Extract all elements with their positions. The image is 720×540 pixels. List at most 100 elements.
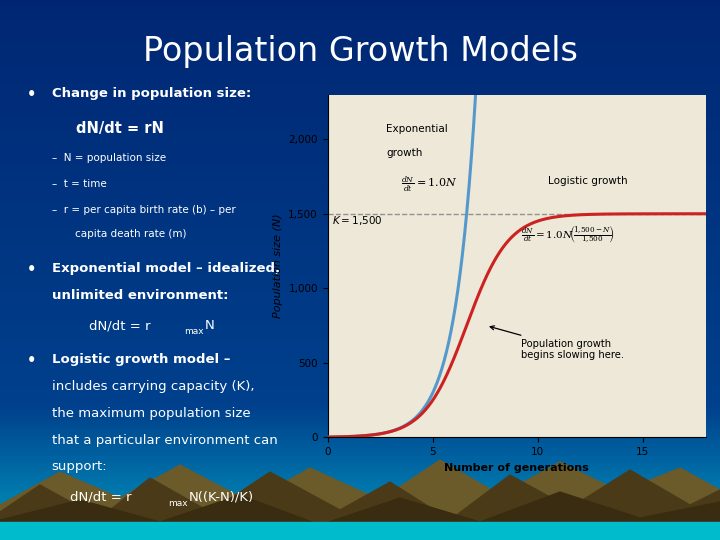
Bar: [0, 362, 720, 364]
Bar: [0, 211, 720, 213]
Text: •: •: [27, 262, 36, 276]
Bar: [0, 8, 720, 11]
Bar: [0, 200, 720, 202]
Bar: [0, 327, 720, 329]
Bar: [0, 354, 720, 356]
Bar: [0, 464, 720, 467]
Bar: [0, 500, 720, 502]
Bar: [0, 140, 720, 143]
Bar: [0, 224, 720, 227]
Bar: [0, 11, 720, 14]
Bar: [0, 446, 720, 448]
Text: unlimited environment:: unlimited environment:: [52, 289, 228, 302]
Bar: [0, 130, 720, 132]
Bar: [0, 378, 720, 381]
Bar: [0, 178, 720, 181]
Bar: [0, 116, 720, 119]
Bar: [0, 456, 720, 459]
Bar: [0, 524, 720, 526]
Bar: [0, 5, 720, 8]
Bar: [0, 127, 720, 130]
Bar: [0, 281, 720, 284]
Bar: [0, 40, 720, 43]
Bar: [0, 138, 720, 140]
Bar: [0, 254, 720, 256]
Bar: [0, 421, 720, 424]
Text: •: •: [27, 353, 36, 368]
Text: Change in population size:: Change in population size:: [52, 86, 251, 99]
Bar: [0, 529, 720, 532]
Bar: [0, 451, 720, 454]
Bar: [0, 475, 720, 478]
Bar: [0, 459, 720, 462]
Bar: [0, 310, 720, 313]
Bar: [0, 522, 720, 540]
Bar: [0, 213, 720, 216]
Bar: [0, 408, 720, 410]
Bar: [0, 59, 720, 62]
Bar: [0, 202, 720, 205]
Bar: [0, 30, 720, 32]
Bar: [0, 338, 720, 340]
Bar: [0, 443, 720, 445]
Text: $\frac{dN}{dt} = 1.0N\!\left(\!\frac{1{,}500 - N}{1{,}500}\!\right)$: $\frac{dN}{dt} = 1.0N\!\left(\!\frac{1{,…: [521, 224, 615, 245]
Bar: [0, 437, 720, 440]
Text: N((K-N)/K): N((K-N)/K): [189, 490, 253, 503]
Bar: [0, 14, 720, 16]
Bar: [0, 62, 720, 65]
Bar: [0, 329, 720, 332]
Bar: [0, 165, 720, 167]
Bar: [0, 32, 720, 35]
Text: dN/dt = r: dN/dt = r: [70, 490, 132, 503]
Bar: [0, 454, 720, 456]
Bar: [0, 167, 720, 170]
Text: capita death rate (m): capita death rate (m): [75, 230, 186, 239]
Bar: [0, 491, 720, 494]
Bar: [0, 394, 720, 397]
Bar: [0, 516, 720, 518]
Bar: [0, 265, 720, 267]
Bar: [0, 440, 720, 443]
Text: the maximum population size: the maximum population size: [52, 407, 250, 420]
Y-axis label: Population size (N): Population size (N): [273, 214, 283, 318]
Bar: [0, 335, 720, 338]
Polygon shape: [0, 470, 720, 540]
Bar: [0, 256, 720, 259]
Bar: [0, 38, 720, 40]
Bar: [0, 284, 720, 286]
Bar: [0, 259, 720, 262]
Bar: [0, 219, 720, 221]
Bar: [0, 248, 720, 251]
Text: Exponential model – idealized,: Exponential model – idealized,: [52, 262, 279, 275]
Bar: [0, 227, 720, 229]
Bar: [0, 103, 720, 105]
Text: $K = 1{,}500$: $K = 1{,}500$: [332, 214, 382, 227]
Bar: [0, 389, 720, 392]
Bar: [0, 400, 720, 402]
Bar: [0, 367, 720, 370]
Bar: [0, 192, 720, 194]
Bar: [0, 186, 720, 189]
Bar: [0, 502, 720, 505]
Bar: [0, 418, 720, 421]
Bar: [0, 105, 720, 108]
Bar: [0, 297, 720, 300]
Bar: [0, 462, 720, 464]
Bar: [0, 92, 720, 94]
Bar: [0, 3, 720, 5]
Bar: [0, 505, 720, 508]
Bar: [0, 54, 720, 57]
Bar: [0, 405, 720, 408]
Bar: [0, 157, 720, 159]
Bar: [0, 100, 720, 103]
Bar: [0, 132, 720, 135]
Bar: [0, 16, 720, 19]
Bar: [0, 275, 720, 278]
Bar: [0, 216, 720, 219]
Bar: [0, 221, 720, 224]
Bar: [0, 35, 720, 38]
X-axis label: Number of generations: Number of generations: [444, 463, 589, 472]
Bar: [0, 381, 720, 383]
Bar: [0, 486, 720, 489]
Bar: [0, 432, 720, 435]
